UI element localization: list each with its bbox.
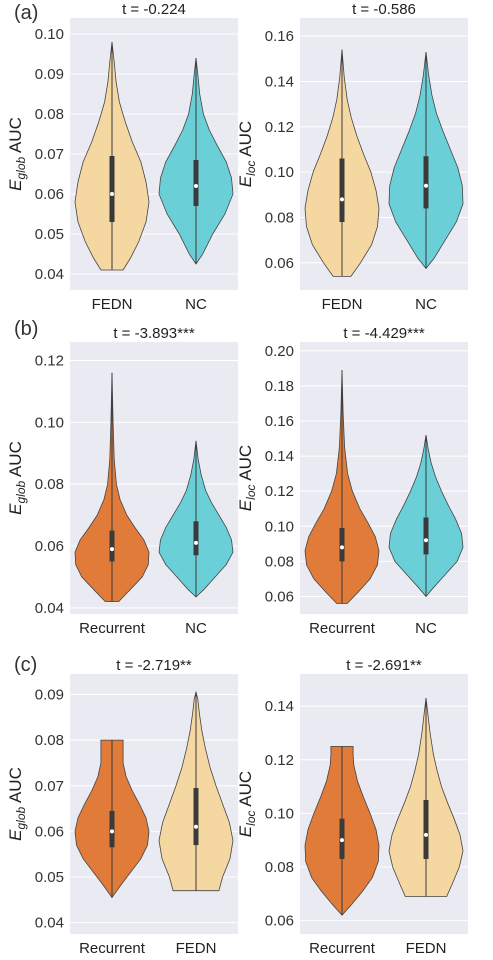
x-category-label: FEDN: [92, 296, 133, 313]
y-tick-label: 0.14: [265, 698, 294, 715]
violin-iqr-box: [339, 158, 345, 222]
y-tick-label: 0.14: [265, 73, 294, 90]
violin-iqr-box: [193, 160, 199, 206]
y-tick-label: 0.12: [265, 752, 294, 769]
x-category-label: Recurrent: [309, 940, 376, 957]
chart-title: t = -4.429***: [343, 325, 424, 342]
violin-iqr-box: [193, 788, 199, 846]
y-tick-label: 0.05: [35, 226, 64, 243]
x-category-label: FEDN: [322, 296, 363, 313]
chart-panel-2: 0.06 0.08 0.10 0.12 0.14 0.16 t = -0.586 Eloc A…: [236, 1, 468, 313]
violin-median: [194, 824, 198, 829]
chart-title: t = -0.586: [352, 1, 416, 18]
violin-median: [110, 547, 114, 552]
y-tick-label: 0.08: [265, 553, 294, 570]
x-category-label: Recurrent: [79, 940, 146, 957]
chart-title: t = -2.719**: [116, 657, 192, 674]
y-tick-label: 0.06: [35, 186, 64, 203]
x-category-label: Recurrent: [79, 620, 146, 637]
chart-panel-1: 0.04 0.05 0.06 0.07 0.08 0.09 0.10 t = -0.224 Eg…: [6, 1, 238, 313]
violin-median: [424, 183, 428, 188]
y-axis-label: Eloc AUC: [236, 445, 258, 511]
violin-median: [340, 197, 344, 202]
violin-iqr-box: [423, 517, 429, 555]
panel-label-b: (b): [14, 318, 39, 340]
y-tick-label: 0.12: [265, 119, 294, 136]
chart-panel-4: 0.06 0.08 0.10 0.12 0.14 0.16 0.18 0.20 t = -4.4…: [236, 325, 468, 637]
y-tick-label: 0.08: [265, 209, 294, 226]
y-tick-label: 0.09: [35, 66, 64, 83]
violin-median: [424, 538, 428, 543]
y-axis-label: Eglob AUC: [6, 767, 28, 841]
x-category-label: FEDN: [176, 940, 217, 957]
y-tick-label: 0.06: [265, 588, 294, 605]
violin-median: [194, 540, 198, 545]
y-tick-label: 0.07: [35, 778, 64, 795]
chart-title: t = -2.691**: [346, 657, 422, 674]
y-tick-label: 0.04: [35, 600, 64, 617]
chart-panel-6: 0.06 0.08 0.10 0.12 0.14 t = -2.691** Eloc AUC…: [236, 657, 468, 957]
x-category-label: NC: [415, 620, 437, 637]
y-tick-label: 0.08: [265, 859, 294, 876]
y-tick-label: 0.06: [35, 823, 64, 840]
y-axis-label: Eloc AUC: [236, 121, 258, 187]
y-tick-label: 0.06: [265, 255, 294, 272]
x-category-label: FEDN: [406, 940, 447, 957]
y-tick-label: 0.10: [265, 518, 294, 535]
y-tick-label: 0.12: [265, 483, 294, 500]
y-axis-label: Eglob AUC: [6, 441, 28, 515]
y-tick-label: 0.12: [35, 353, 64, 370]
y-tick-label: 0.07: [35, 146, 64, 163]
x-category-label: NC: [185, 620, 207, 637]
violin-iqr-box: [109, 810, 115, 848]
y-tick-label: 0.04: [35, 915, 64, 932]
y-tick-label: 0.06: [265, 913, 294, 930]
y-tick-label: 0.09: [35, 687, 64, 704]
y-tick-label: 0.10: [35, 414, 64, 431]
y-tick-label: 0.08: [35, 476, 64, 493]
panel-label-a: (a): [14, 2, 39, 24]
violin-median: [340, 545, 344, 550]
y-tick-label: 0.20: [265, 343, 294, 360]
y-tick-label: 0.04: [35, 266, 64, 283]
violin-median: [110, 829, 114, 834]
violin-iqr-box: [423, 156, 429, 209]
violin-median: [194, 184, 198, 188]
violin-median: [340, 838, 344, 843]
violin-iqr-box: [193, 521, 199, 556]
y-axis-label: Eglob AUC: [6, 117, 28, 191]
y-tick-label: 0.10: [35, 26, 64, 43]
y-tick-label: 0.10: [265, 164, 294, 181]
y-tick-label: 0.18: [265, 378, 294, 395]
violin-iqr-box: [109, 530, 115, 562]
violin-iqr-box: [423, 799, 429, 859]
violin-median: [110, 192, 114, 196]
x-category-label: NC: [415, 296, 437, 313]
y-tick-label: 0.14: [265, 448, 294, 465]
chart-panel-3: 0.04 0.06 0.08 0.10 0.12 t = -3.893*** Eglob A…: [6, 325, 238, 637]
y-tick-label: 0.16: [265, 28, 294, 45]
y-tick-label: 0.06: [35, 538, 64, 555]
x-category-label: Recurrent: [309, 620, 376, 637]
y-axis-label: Eloc AUC: [236, 771, 258, 837]
chart-title: t = -3.893***: [113, 325, 194, 342]
y-tick-label: 0.08: [35, 732, 64, 749]
y-tick-label: 0.08: [35, 106, 64, 123]
y-tick-label: 0.10: [265, 805, 294, 822]
chart-title: t = -0.224: [122, 1, 186, 18]
panel-label-c: (c): [14, 654, 38, 676]
violin-iqr-box: [339, 528, 345, 562]
violin-iqr-box: [109, 156, 115, 222]
chart-panel-5: 0.04 0.05 0.06 0.07 0.08 0.09 t = -2.719** Eglo…: [6, 657, 238, 957]
violin-median: [424, 832, 428, 837]
y-tick-label: 0.05: [35, 869, 64, 886]
y-tick-label: 0.16: [265, 413, 294, 430]
x-category-label: NC: [185, 296, 207, 313]
